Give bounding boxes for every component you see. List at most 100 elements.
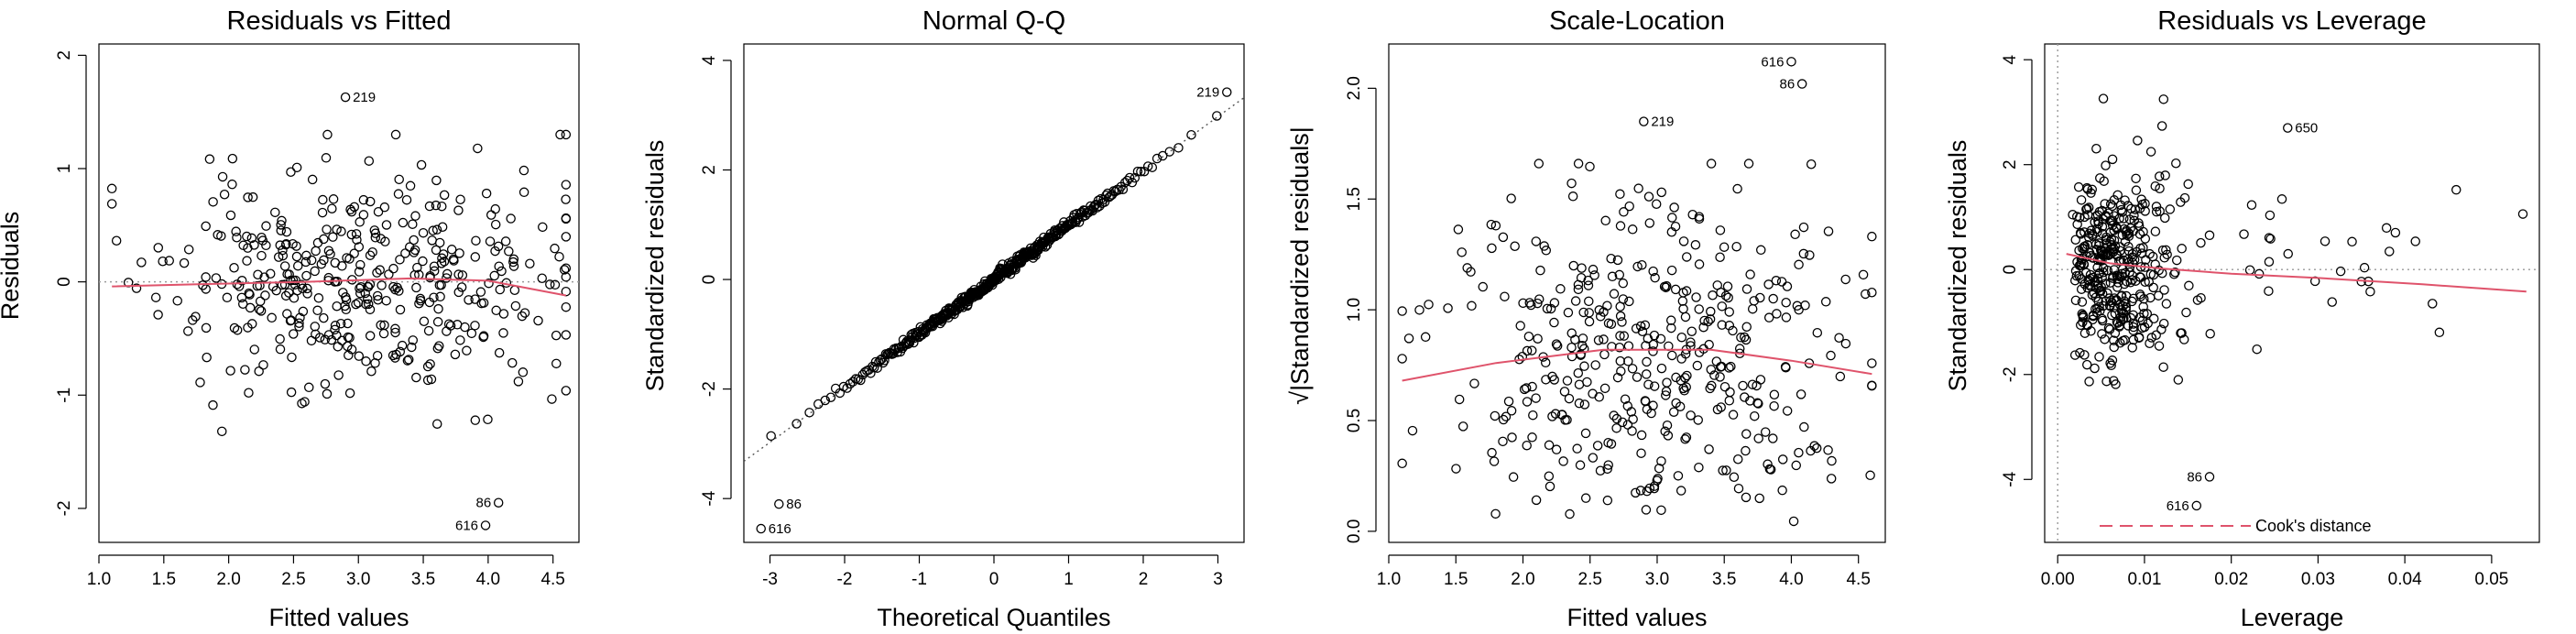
data-point bbox=[1741, 429, 1752, 439]
data-point bbox=[431, 245, 442, 256]
data-point bbox=[561, 129, 572, 140]
data-point bbox=[1575, 460, 1586, 470]
data-point bbox=[1124, 172, 1135, 183]
data-point bbox=[2095, 253, 2105, 263]
data-point bbox=[538, 222, 548, 233]
data-point bbox=[1769, 400, 1779, 411]
panel-title-residuals-vs-leverage: Residuals vs Leverage bbox=[2157, 6, 2426, 36]
data-point bbox=[2076, 320, 2086, 331]
data-point bbox=[519, 308, 530, 318]
data-point bbox=[1522, 440, 1532, 451]
data-point bbox=[1673, 471, 1684, 481]
data-point bbox=[1212, 111, 1222, 121]
data-point bbox=[518, 165, 529, 176]
data-point bbox=[2265, 210, 2276, 221]
data-point bbox=[2171, 158, 2181, 169]
data-point bbox=[874, 357, 884, 367]
data-point bbox=[1763, 312, 1774, 322]
data-point bbox=[372, 268, 382, 278]
data-point bbox=[2165, 204, 2176, 214]
data-point bbox=[322, 388, 333, 399]
data-point bbox=[1602, 495, 1613, 506]
data-point bbox=[321, 153, 332, 163]
data-point bbox=[2083, 276, 2094, 286]
data-point bbox=[2264, 286, 2274, 296]
data-point bbox=[297, 399, 307, 409]
data-point bbox=[355, 259, 366, 270]
data-point bbox=[2101, 248, 2112, 259]
point-label: 616 bbox=[769, 521, 791, 537]
data-point bbox=[2138, 301, 2148, 312]
data-point bbox=[217, 171, 228, 182]
data-point bbox=[261, 221, 271, 231]
x-tick-label: 1.0 bbox=[87, 570, 111, 589]
data-point bbox=[471, 235, 481, 246]
x-tick-label: 2 bbox=[1139, 570, 1149, 589]
data-point bbox=[405, 180, 416, 191]
data-point bbox=[561, 386, 572, 396]
data-point bbox=[2082, 203, 2092, 213]
data-point bbox=[1563, 307, 1574, 318]
data-point bbox=[1631, 323, 1642, 333]
data-point bbox=[1858, 269, 1869, 280]
data-point bbox=[1533, 333, 1543, 344]
data-point bbox=[344, 388, 355, 399]
data-point bbox=[1397, 458, 1407, 469]
data-point bbox=[432, 344, 443, 354]
data-point bbox=[1541, 375, 1551, 385]
data-point bbox=[1765, 465, 1776, 475]
data-point bbox=[1743, 158, 1754, 169]
data-point bbox=[1799, 421, 1809, 432]
data-point bbox=[1651, 199, 1662, 210]
data-point bbox=[1527, 432, 1537, 443]
data-point bbox=[1531, 393, 1541, 403]
data-point bbox=[395, 304, 406, 315]
data-point bbox=[1599, 334, 1609, 344]
data-point bbox=[510, 301, 521, 312]
data-point bbox=[246, 319, 257, 329]
data-point bbox=[2108, 271, 2118, 281]
x-tick-label: 2.0 bbox=[216, 570, 240, 589]
data-point bbox=[225, 210, 236, 221]
y-tick-label: -2 bbox=[2001, 366, 2020, 382]
data-point bbox=[1531, 236, 1542, 246]
data-point bbox=[314, 333, 325, 343]
plot-area bbox=[1397, 57, 1877, 527]
data-point bbox=[1627, 426, 1637, 436]
data-point bbox=[2078, 310, 2089, 321]
data-point bbox=[483, 414, 493, 425]
x-tick-label: 3.5 bbox=[411, 570, 435, 589]
data-point bbox=[1550, 409, 1561, 419]
cooks-distance-legend-label: Cook's distance bbox=[2255, 517, 2372, 535]
data-point bbox=[1466, 267, 1476, 277]
data-point bbox=[298, 306, 309, 317]
data-point bbox=[506, 213, 516, 224]
data-point bbox=[437, 201, 447, 212]
data-point bbox=[509, 285, 520, 296]
plot-area bbox=[2045, 44, 2539, 542]
x-tick-label: 4.0 bbox=[476, 570, 500, 589]
data-point bbox=[497, 266, 507, 277]
data-point bbox=[1579, 361, 1589, 371]
data-point bbox=[1089, 200, 1100, 211]
data-point bbox=[291, 251, 302, 262]
y-tick-label: 2 bbox=[700, 165, 719, 175]
data-point bbox=[343, 318, 353, 329]
data-point bbox=[398, 217, 409, 228]
data-point bbox=[2088, 314, 2098, 325]
data-point bbox=[2156, 121, 2167, 131]
data-point bbox=[489, 270, 499, 281]
data-point bbox=[484, 278, 494, 289]
y-tick-label: 0 bbox=[2001, 265, 2020, 275]
data-point bbox=[2133, 136, 2143, 146]
data-point bbox=[2075, 347, 2085, 358]
data-point bbox=[287, 352, 297, 363]
x-tick-label: 0.00 bbox=[2041, 570, 2075, 589]
data-point bbox=[1641, 369, 1652, 379]
data-point bbox=[2145, 338, 2155, 349]
data-point bbox=[481, 188, 492, 199]
data-point bbox=[425, 359, 435, 369]
data-point bbox=[2385, 246, 2395, 257]
data-point bbox=[2116, 316, 2126, 326]
data-point bbox=[2156, 324, 2167, 334]
